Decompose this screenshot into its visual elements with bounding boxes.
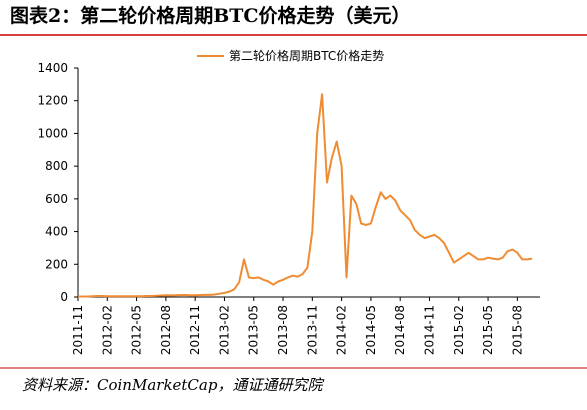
x-tick-label: 2012-02: [100, 305, 114, 355]
series-line: [78, 93, 533, 298]
x-tick-label: 2015-05: [481, 305, 495, 355]
source: 资料来源：CoinMarketCap，通证通研究院: [22, 376, 324, 394]
x-tick-label: 2014-02: [335, 305, 349, 355]
x-tick-label: 2013-11: [305, 305, 319, 355]
x-tick-label: 2015-02: [452, 305, 466, 355]
x-tick-label: 2012-11: [188, 305, 202, 355]
x-tick-label: 2013-05: [247, 305, 261, 355]
x-tick-label: 2013-02: [217, 305, 231, 355]
y-tick-label: 600: [45, 192, 68, 206]
y-tick-label: 400: [45, 225, 68, 239]
legend-label: 第二轮价格周期BTC价格走势: [229, 48, 384, 63]
y-tick-label: 1400: [37, 61, 68, 75]
x-tick-label: 2012-08: [159, 305, 173, 355]
y-tick-label: 800: [45, 159, 68, 173]
x-tick-label: 2014-05: [364, 305, 378, 355]
chart-title: 图表2：第二轮价格周期BTC价格走势（美元）: [10, 4, 411, 27]
x-tick-label: 2012-05: [130, 305, 144, 355]
x-tick-label: 2013-08: [276, 305, 290, 355]
x-tick-label: 2011-11: [71, 305, 85, 355]
y-tick-label: 0: [60, 290, 68, 304]
x-tick-label: 2014-11: [422, 305, 436, 355]
y-tick-label: 1000: [37, 126, 68, 140]
y-tick-label: 1200: [37, 94, 68, 108]
x-tick-label: 2014-08: [393, 305, 407, 355]
y-tick-label: 200: [45, 257, 68, 271]
x-tick-label: 2015-08: [510, 305, 524, 355]
